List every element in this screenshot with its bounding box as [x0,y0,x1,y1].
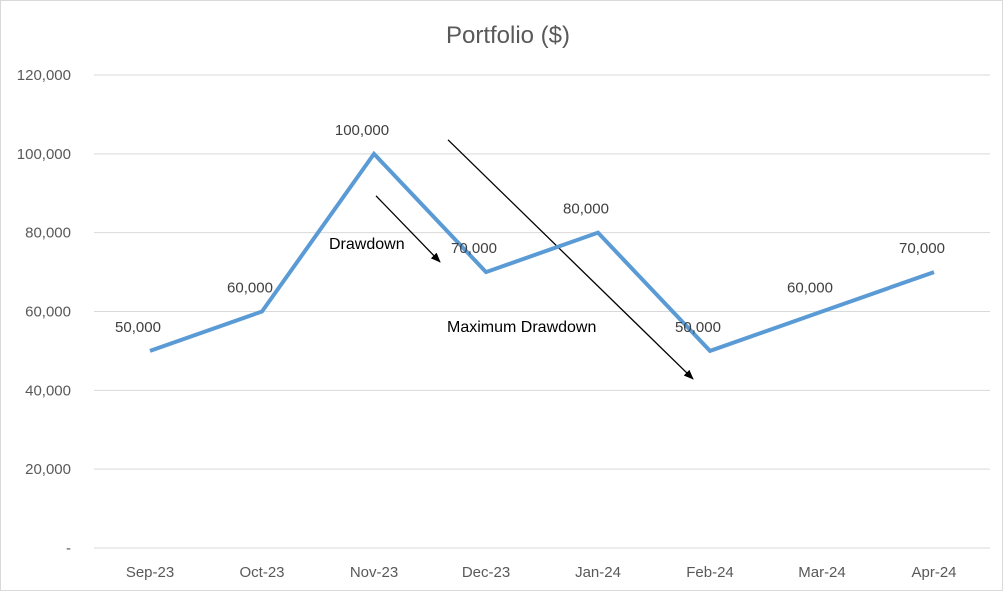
data-label: 70,000 [899,240,945,257]
y-tick-label: - [66,540,71,557]
x-tick-label: Dec-23 [462,564,510,581]
y-tick-label: 80,000 [25,225,71,242]
series [149,150,935,354]
data-label: 50,000 [115,319,161,336]
maximum-drawdown-arrow [447,139,694,380]
data-label: 60,000 [787,280,833,297]
y-tick-label: 60,000 [25,304,71,321]
annotations: Drawdown Maximum Drawdown [329,139,694,380]
gridlines [94,74,990,549]
y-tick-label: 120,000 [17,67,71,84]
x-axis-ticks: Sep-23 Oct-23 Nov-23 Dec-23 Jan-24 Feb-24 Mar-… [126,564,957,581]
data-label: 60,000 [227,280,273,297]
data-label: 100,000 [335,122,389,139]
chart-title: Portfolio ($) [446,22,570,49]
drawdown-arrow [375,195,441,263]
x-tick-label: Oct-23 [239,564,284,581]
y-tick-label: 40,000 [25,382,71,399]
y-axis-ticks: - 20,000 40,000 60,000 80,000 100,000 120,000 [17,67,71,557]
maximum-drawdown-label: Maximum Drawdown [447,319,596,336]
drawdown-label: Drawdown [329,236,405,253]
x-tick-label: Nov-23 [350,564,398,581]
series-line [149,150,935,354]
data-label: 80,000 [563,201,609,218]
x-tick-label: Apr-24 [911,564,956,581]
y-tick-label: 20,000 [25,461,71,478]
x-tick-label: Sep-23 [126,564,174,581]
data-label: 50,000 [675,319,721,336]
x-tick-label: Jan-24 [575,564,621,581]
x-tick-label: Mar-24 [798,564,846,581]
data-label: 70,000 [451,240,497,257]
y-tick-label: 100,000 [17,146,71,163]
data-labels: 50,000 60,000 100,000 70,000 80,000 50,000 60,… [115,122,945,336]
x-tick-label: Feb-24 [686,564,734,581]
